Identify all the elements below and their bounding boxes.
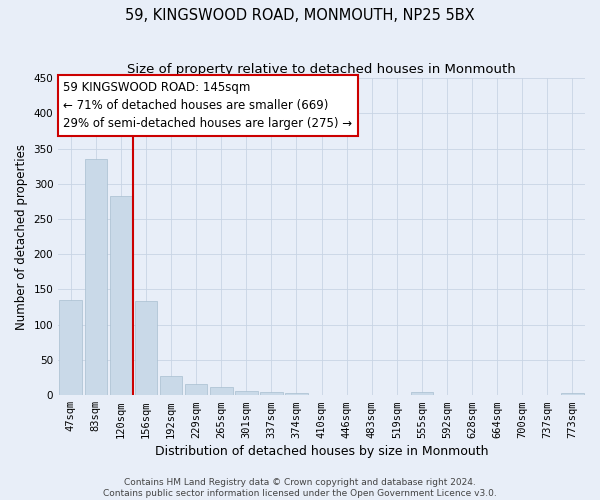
Bar bbox=[210, 388, 233, 395]
Text: 59, KINGSWOOD ROAD, MONMOUTH, NP25 5BX: 59, KINGSWOOD ROAD, MONMOUTH, NP25 5BX bbox=[125, 8, 475, 22]
Text: 59 KINGSWOOD ROAD: 145sqm
← 71% of detached houses are smaller (669)
29% of semi: 59 KINGSWOOD ROAD: 145sqm ← 71% of detac… bbox=[64, 81, 353, 130]
Bar bbox=[160, 376, 182, 395]
Text: Contains HM Land Registry data © Crown copyright and database right 2024.
Contai: Contains HM Land Registry data © Crown c… bbox=[103, 478, 497, 498]
Bar bbox=[85, 159, 107, 395]
Bar bbox=[134, 302, 157, 395]
Bar bbox=[59, 300, 82, 395]
Bar bbox=[235, 391, 257, 395]
Title: Size of property relative to detached houses in Monmouth: Size of property relative to detached ho… bbox=[127, 62, 516, 76]
Y-axis label: Number of detached properties: Number of detached properties bbox=[15, 144, 28, 330]
Bar bbox=[260, 392, 283, 395]
X-axis label: Distribution of detached houses by size in Monmouth: Distribution of detached houses by size … bbox=[155, 444, 488, 458]
Bar bbox=[285, 393, 308, 395]
Bar bbox=[185, 384, 208, 395]
Bar bbox=[410, 392, 433, 395]
Bar bbox=[110, 196, 132, 395]
Bar bbox=[561, 393, 584, 395]
